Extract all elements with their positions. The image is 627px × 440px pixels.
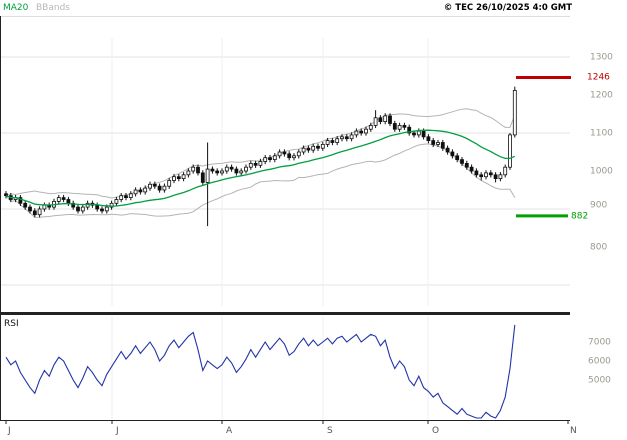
rsi-axis-labels: 7000 6000 5000 bbox=[588, 338, 611, 386]
ma20-line bbox=[5, 129, 516, 207]
svg-text:1000: 1000 bbox=[590, 167, 613, 177]
svg-text:S: S bbox=[327, 426, 333, 436]
legend-bar: MA20 BBands bbox=[0, 0, 627, 16]
svg-text:1300: 1300 bbox=[590, 53, 613, 63]
svg-text:900: 900 bbox=[590, 201, 607, 211]
svg-text:1100: 1100 bbox=[590, 129, 613, 139]
legend-ma20: MA20 bbox=[3, 3, 29, 13]
svg-text:A: A bbox=[226, 426, 233, 436]
svg-text:O: O bbox=[432, 426, 439, 436]
rsi-line bbox=[5, 324, 516, 419]
rsi-chart: 7000 6000 5000 J J A S O N bbox=[0, 312, 611, 436]
price-gridlines bbox=[0, 16, 570, 306]
svg-text:J: J bbox=[115, 426, 119, 436]
rsi-panel-label: RSI bbox=[4, 319, 19, 329]
candlesticks bbox=[4, 86, 517, 227]
svg-text:800: 800 bbox=[590, 243, 607, 253]
copyright-text: © TEC 26/10/2025 4:0 GMT bbox=[443, 3, 572, 13]
svg-text:7000: 7000 bbox=[588, 338, 611, 348]
panel-divider bbox=[0, 312, 570, 315]
svg-text:N: N bbox=[570, 426, 577, 436]
svg-text:5000: 5000 bbox=[588, 376, 611, 386]
svg-text:6000: 6000 bbox=[588, 357, 611, 367]
rsi-gridlines bbox=[111, 316, 429, 419]
svg-text:1200: 1200 bbox=[590, 91, 613, 101]
svg-text:J: J bbox=[7, 426, 11, 436]
svg-text:1246: 1246 bbox=[587, 73, 610, 83]
legend-bbands: BBands bbox=[36, 3, 70, 13]
svg-text:882: 882 bbox=[571, 212, 588, 222]
